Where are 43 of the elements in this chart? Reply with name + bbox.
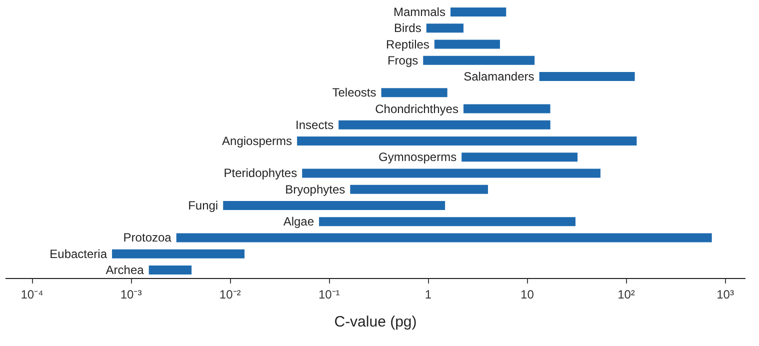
y-tick-label: Archea bbox=[106, 262, 144, 277]
bar bbox=[302, 168, 600, 178]
x-tick-label: 10⁻² bbox=[219, 288, 241, 302]
y-tick-label: Algae bbox=[283, 214, 314, 229]
bar bbox=[450, 8, 506, 17]
y-tick-label: Mammals bbox=[393, 5, 446, 20]
x-tick-label: 10⁻⁴ bbox=[20, 288, 44, 302]
y-tick-label: Teleosts bbox=[332, 86, 376, 100]
x-tick-label: 10³ bbox=[716, 288, 734, 302]
bar bbox=[434, 40, 500, 49]
bar bbox=[423, 56, 535, 65]
bar bbox=[463, 104, 550, 114]
bar bbox=[176, 233, 712, 242]
bar bbox=[426, 24, 464, 33]
bar bbox=[319, 217, 576, 226]
x-tick-label: 1 bbox=[424, 288, 432, 302]
bar bbox=[148, 265, 192, 274]
y-tick-label: Salamanders bbox=[464, 70, 534, 84]
bar bbox=[539, 72, 635, 82]
bar bbox=[112, 249, 245, 258]
bar bbox=[338, 120, 550, 130]
y-tick-label: Gymnosperms bbox=[378, 150, 457, 164]
y-tick-label: Protozoa bbox=[123, 230, 172, 245]
x-tick-label: 10⁻³ bbox=[120, 288, 142, 302]
x-tick-label: 10⁻¹ bbox=[318, 288, 340, 302]
y-tick-label: Birds bbox=[394, 21, 422, 36]
x-tick-label: 10 bbox=[520, 288, 534, 302]
bar bbox=[350, 184, 488, 194]
x-axis-title: C-value (pg) bbox=[334, 314, 417, 330]
y-tick-label: Angiosperms bbox=[222, 134, 292, 148]
y-tick-label: Frogs bbox=[387, 53, 418, 68]
bar bbox=[381, 88, 448, 98]
bar bbox=[223, 200, 446, 210]
y-tick-label: Eubacteria bbox=[50, 246, 108, 261]
y-tick-label: Fungi bbox=[188, 198, 218, 212]
y-tick-label: Bryophytes bbox=[285, 182, 346, 196]
y-tick-label: Reptiles bbox=[386, 37, 430, 52]
bar bbox=[297, 136, 637, 146]
y-tick-label: Insects bbox=[296, 118, 334, 132]
bar bbox=[462, 152, 578, 162]
y-tick-label: Pteridophytes bbox=[224, 166, 298, 180]
x-tick-label: 10² bbox=[618, 288, 635, 302]
y-tick-label: Chondrichthyes bbox=[375, 102, 458, 116]
